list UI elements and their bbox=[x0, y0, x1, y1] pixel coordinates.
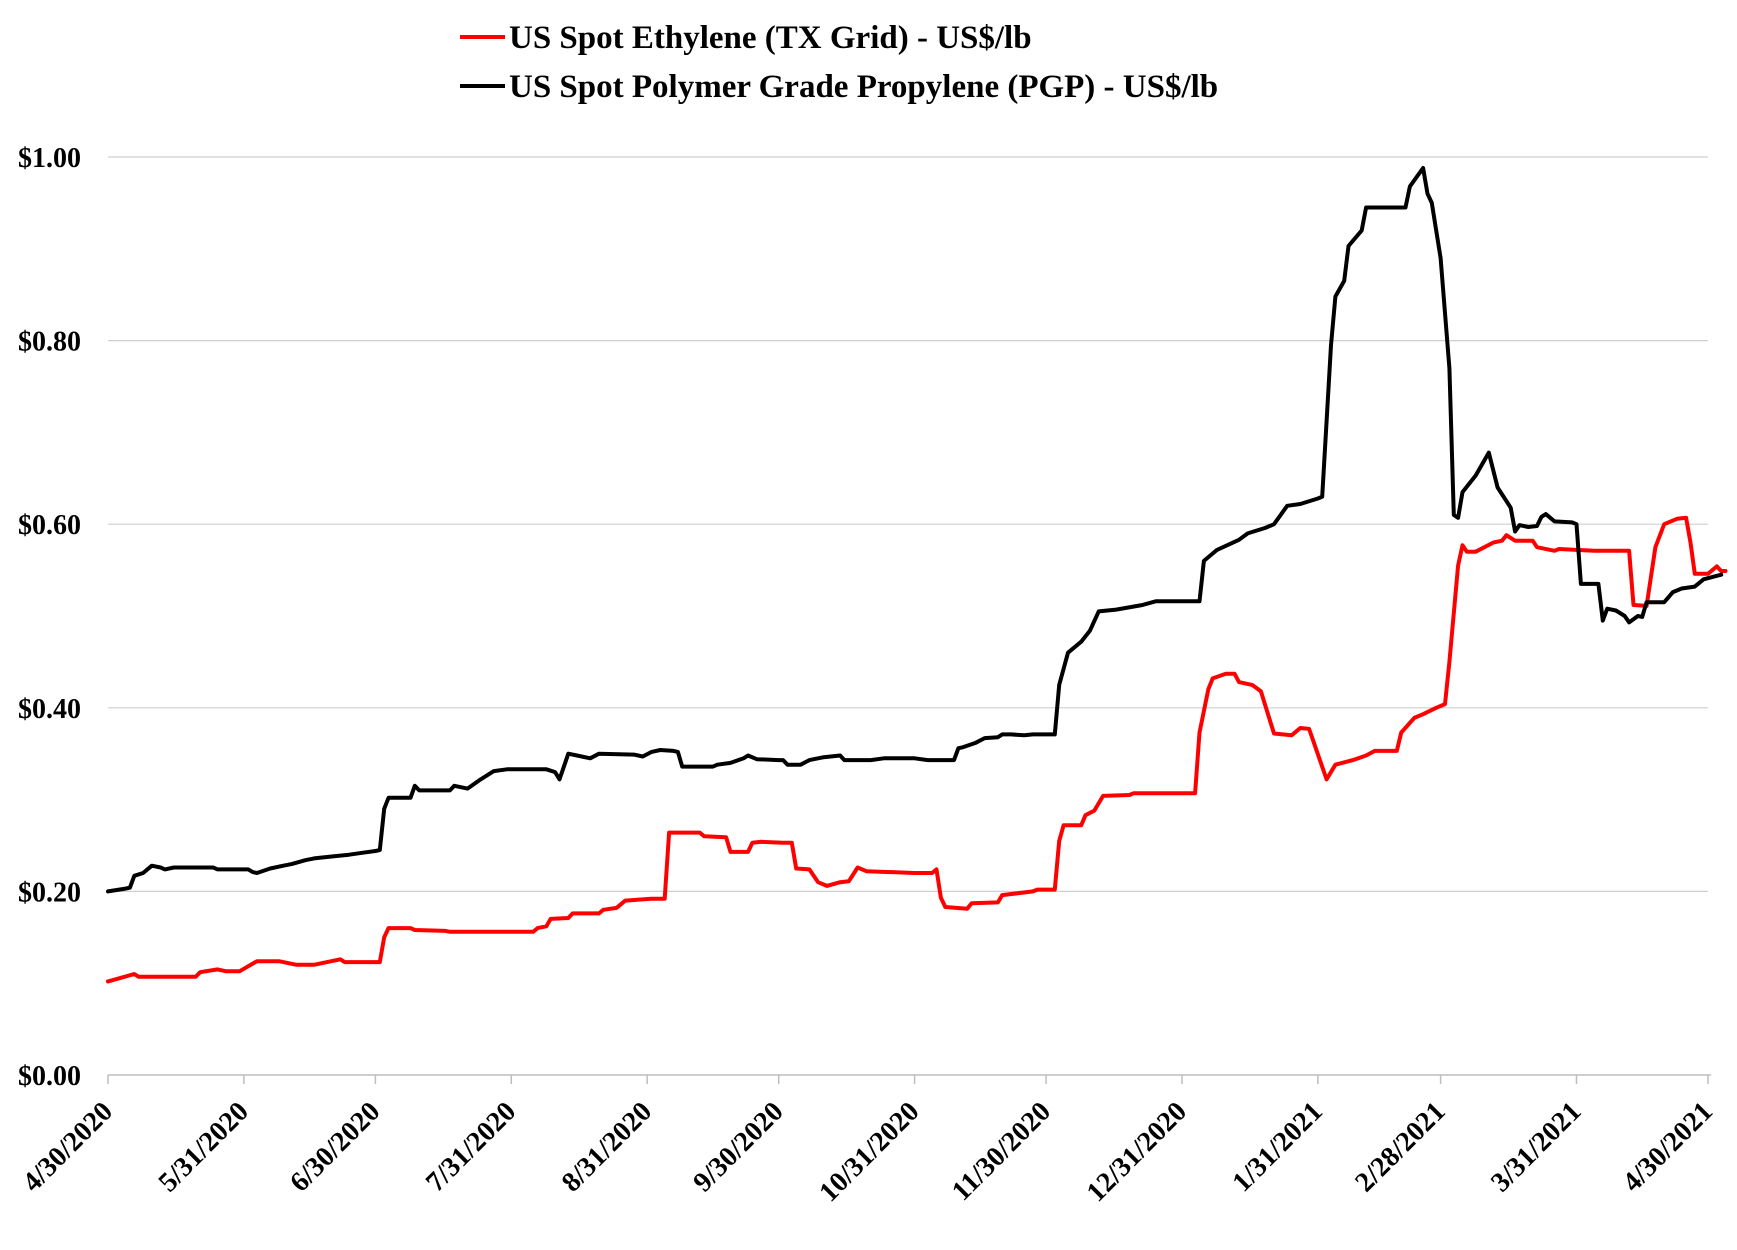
y-tick-label-0: $0.00 bbox=[18, 1061, 81, 1092]
x-tick-label-9: 1/31/2021 bbox=[1227, 1096, 1329, 1198]
x-axis-ticks: 4/30/2020 5/31/2020 6/30/2020 7/31/2020 8/31… bbox=[17, 1075, 1719, 1208]
legend-label-ethylene: US Spot Ethylene (TX Grid) - US$/lb bbox=[509, 20, 1032, 56]
x-tick-label-4: 8/31/2020 bbox=[556, 1096, 658, 1198]
x-tick-label-7: 11/30/2020 bbox=[946, 1096, 1057, 1207]
x-tick-label-2: 6/30/2020 bbox=[284, 1096, 386, 1198]
legend-item-propylene: US Spot Polymer Grade Propylene (PGP) - … bbox=[460, 69, 1218, 105]
x-tick-label-0: 4/30/2020 bbox=[17, 1096, 119, 1198]
legend-label-propylene: US Spot Polymer Grade Propylene (PGP) - … bbox=[509, 69, 1218, 105]
x-tick-label-3: 7/31/2020 bbox=[420, 1096, 522, 1198]
y-tick-label-2: $0.40 bbox=[18, 694, 81, 725]
y-tick-label-4: $0.80 bbox=[18, 327, 81, 358]
x-tick-label-11: 3/31/2021 bbox=[1485, 1096, 1587, 1198]
x-tick-label-5: 9/30/2020 bbox=[687, 1096, 789, 1198]
y-tick-label-1: $0.20 bbox=[18, 877, 81, 908]
y-tick-label-5: $1.00 bbox=[18, 143, 81, 174]
y-tick-label-3: $0.60 bbox=[18, 510, 81, 541]
y-axis-ticks: $0.00 $0.20 $0.40 $0.60 $0.80 $1.00 bbox=[18, 143, 81, 1092]
series-line-propylene bbox=[106, 166, 1724, 894]
series-layer bbox=[106, 166, 1728, 984]
x-tick-label-1: 5/31/2020 bbox=[153, 1096, 255, 1198]
x-tick-label-8: 12/31/2020 bbox=[1081, 1096, 1193, 1208]
legend-item-ethylene: US Spot Ethylene (TX Grid) - US$/lb bbox=[460, 20, 1032, 56]
gridlines bbox=[108, 156, 1708, 893]
x-tick-label-12: 4/30/2021 bbox=[1617, 1096, 1719, 1198]
x-tick-label-6: 10/31/2020 bbox=[813, 1096, 925, 1208]
series-line-ethylene bbox=[106, 515, 1728, 984]
x-tick-label-10: 2/28/2021 bbox=[1349, 1096, 1451, 1198]
legend: US Spot Ethylene (TX Grid) - US$/lb US S… bbox=[460, 20, 1218, 105]
